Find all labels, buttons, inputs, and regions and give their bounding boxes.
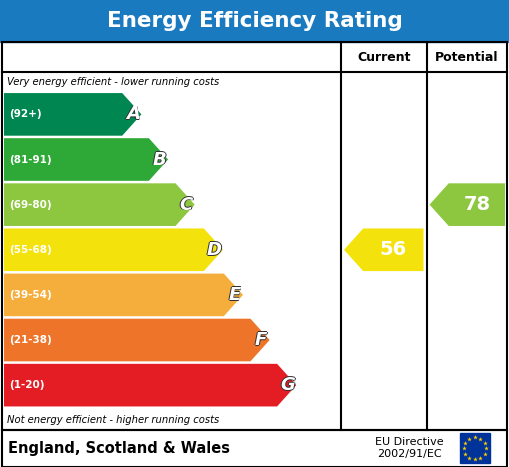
Text: 56: 56 — [380, 240, 407, 259]
Text: B: B — [153, 151, 166, 170]
Text: C: C — [180, 195, 193, 213]
Polygon shape — [4, 138, 168, 181]
Bar — [2, 430, 507, 467]
Text: D: D — [206, 241, 221, 259]
Text: Not energy efficient - higher running costs: Not energy efficient - higher running co… — [7, 415, 219, 425]
Text: D: D — [208, 241, 222, 259]
Text: (81-91): (81-91) — [9, 155, 51, 164]
Text: G: G — [280, 376, 295, 394]
Text: D: D — [207, 241, 222, 260]
Text: B: B — [153, 150, 167, 169]
Text: G: G — [281, 376, 296, 394]
Text: B: B — [153, 150, 166, 168]
Text: Current: Current — [357, 51, 411, 64]
Polygon shape — [4, 364, 296, 406]
Text: E: E — [228, 287, 240, 304]
Text: EU Directive: EU Directive — [376, 437, 444, 447]
Text: E: E — [228, 286, 240, 304]
Text: G: G — [280, 375, 295, 393]
Polygon shape — [4, 318, 270, 361]
Text: (92+): (92+) — [9, 109, 42, 120]
Text: F: F — [256, 331, 268, 349]
Text: Energy Efficiency Rating: Energy Efficiency Rating — [106, 11, 403, 31]
Text: Very energy efficient - lower running costs: Very energy efficient - lower running co… — [7, 77, 219, 87]
Text: Potential: Potential — [435, 51, 498, 64]
Bar — [2, 42, 507, 430]
Text: D: D — [207, 241, 222, 259]
Text: A: A — [126, 106, 139, 123]
Text: A: A — [126, 105, 139, 122]
Text: C: C — [180, 196, 193, 213]
Text: A: A — [127, 106, 140, 123]
Polygon shape — [4, 93, 142, 136]
Polygon shape — [4, 184, 195, 226]
Text: 78: 78 — [463, 195, 491, 214]
Text: D: D — [207, 240, 222, 258]
Polygon shape — [4, 274, 243, 316]
Text: 2002/91/EC: 2002/91/EC — [378, 449, 442, 460]
Bar — [0, 0, 509, 42]
Text: (39-54): (39-54) — [9, 290, 52, 300]
Text: E: E — [228, 285, 240, 303]
Text: F: F — [255, 331, 267, 349]
Text: A: A — [125, 106, 139, 123]
Text: (21-38): (21-38) — [9, 335, 52, 345]
Text: G: G — [279, 376, 294, 394]
Polygon shape — [4, 228, 223, 271]
Text: F: F — [255, 330, 267, 348]
Text: F: F — [255, 332, 267, 350]
Text: (55-68): (55-68) — [9, 245, 52, 255]
Polygon shape — [430, 184, 505, 226]
Text: (1-20): (1-20) — [9, 380, 44, 390]
Text: B: B — [153, 150, 166, 169]
Text: E: E — [229, 286, 241, 304]
Text: F: F — [254, 331, 266, 349]
Text: E: E — [228, 286, 240, 304]
Text: G: G — [280, 377, 295, 395]
Text: England, Scotland & Wales: England, Scotland & Wales — [8, 441, 230, 456]
Text: C: C — [180, 197, 193, 214]
Text: A: A — [126, 106, 139, 124]
Text: (69-80): (69-80) — [9, 199, 51, 210]
Polygon shape — [344, 228, 423, 271]
Bar — [460, 433, 490, 463]
Text: C: C — [179, 196, 192, 213]
Text: B: B — [152, 150, 165, 169]
Text: C: C — [180, 196, 193, 213]
